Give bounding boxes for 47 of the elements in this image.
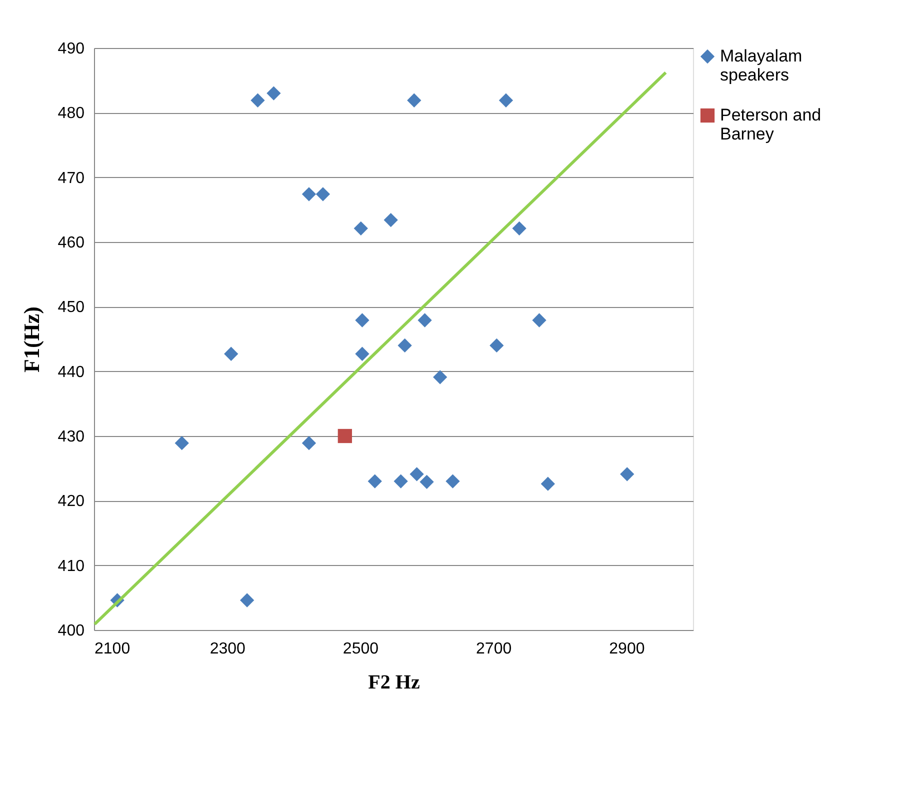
legend-label: Malayalam speakers bbox=[720, 46, 802, 84]
x-tick-label: 2700 bbox=[476, 640, 512, 658]
y-axis-title: F1(Hz) bbox=[18, 306, 44, 372]
y-tick-label: 430 bbox=[58, 428, 85, 446]
y-tick-label: 410 bbox=[58, 558, 85, 575]
point bbox=[498, 93, 514, 108]
y-tick-label: 460 bbox=[58, 234, 85, 252]
point bbox=[354, 221, 368, 236]
point bbox=[250, 93, 265, 108]
y-tick-label: 480 bbox=[58, 105, 85, 122]
y-tick-label: 440 bbox=[58, 364, 85, 381]
point bbox=[355, 346, 370, 361]
point bbox=[446, 474, 460, 488]
point bbox=[407, 93, 422, 108]
x-axis-title: F2 Hz bbox=[368, 672, 420, 694]
x-tick-label: 2300 bbox=[210, 640, 246, 658]
point bbox=[302, 436, 316, 450]
point bbox=[302, 187, 316, 202]
point bbox=[512, 221, 526, 236]
point bbox=[338, 428, 352, 444]
point bbox=[420, 474, 434, 489]
y-tick-label: 450 bbox=[58, 299, 85, 316]
x-tick-label: 2500 bbox=[342, 640, 379, 658]
point bbox=[398, 338, 412, 353]
point bbox=[224, 346, 238, 361]
point bbox=[266, 86, 281, 100]
point bbox=[316, 187, 330, 202]
point bbox=[433, 370, 448, 384]
y-tick-label: 490 bbox=[58, 40, 85, 58]
y-tick-label: 470 bbox=[58, 170, 85, 187]
point bbox=[532, 313, 546, 328]
x-tick-label: 2100 bbox=[94, 640, 130, 658]
legend-label: Peterson and Barney bbox=[720, 106, 822, 144]
y-tick-label: 400 bbox=[58, 622, 85, 640]
point bbox=[174, 436, 189, 450]
y-tick-label: 420 bbox=[58, 493, 85, 510]
point bbox=[540, 476, 555, 491]
x-tick-label: 2900 bbox=[609, 640, 645, 658]
point bbox=[418, 313, 432, 328]
point bbox=[394, 474, 408, 488]
point bbox=[620, 467, 634, 482]
point bbox=[384, 212, 398, 228]
point bbox=[410, 467, 424, 482]
point bbox=[368, 474, 382, 488]
point bbox=[490, 338, 504, 353]
point bbox=[240, 593, 254, 608]
point bbox=[355, 313, 370, 328]
